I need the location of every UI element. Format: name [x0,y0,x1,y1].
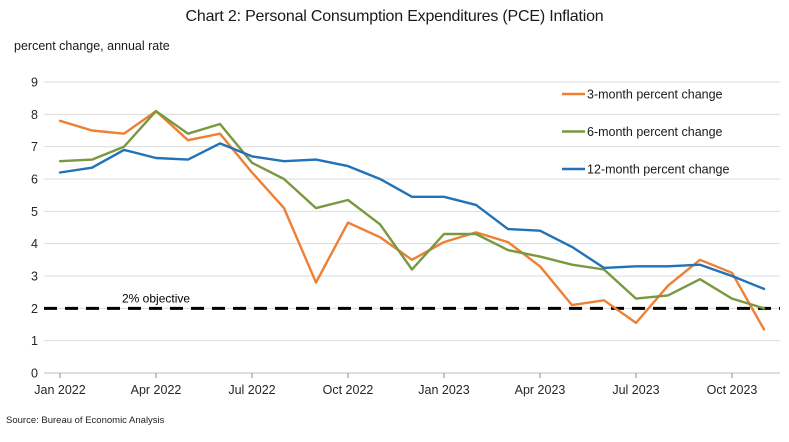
y-tick-label: 6 [31,173,38,187]
series-lines [58,109,766,331]
x-axis-ticks [59,373,733,378]
legend: 3-month percent change 6-month percent ch… [562,88,730,177]
series-line-12-month [58,142,766,291]
legend-item: 6-month percent change [562,125,723,139]
axis-units-label: percent change, annual rate [14,39,170,53]
chart-title: Chart 2: Personal Consumption Expenditur… [185,8,604,25]
x-axis-labels: Jan 2022 Apr 2022 Jul 2022 Oct 2022 Jan 2023… [34,383,757,397]
y-tick-label: 8 [31,108,38,122]
legend-item: 3-month percent change [562,88,723,102]
series-line-3-month [58,109,766,331]
gridlines [44,81,780,374]
legend-label: 6-month percent change [587,125,723,139]
x-tick-label: Apr 2022 [131,383,182,397]
x-tick-label: Jul 2022 [228,383,275,397]
series-line-6-month [58,109,766,310]
objective-reference: 2% objective [44,291,780,310]
x-tick-label: Jul 2023 [612,383,659,397]
x-tick-label: Jan 2022 [34,383,85,397]
y-axis-labels: 0 1 2 3 4 5 6 7 8 9 [31,76,38,381]
y-tick-label: 3 [31,270,38,284]
x-tick-label: Jan 2023 [418,383,469,397]
x-tick-label: Oct 2022 [323,383,374,397]
source-note: Source: Bureau of Economic Analysis [6,415,165,426]
legend-label: 3-month percent change [587,88,723,102]
y-tick-label: 0 [31,367,38,381]
legend-item: 12-month percent change [562,163,730,177]
objective-line-label: 2% objective [122,291,190,305]
y-tick-label: 7 [31,140,38,154]
x-tick-label: Oct 2023 [707,383,758,397]
y-tick-label: 9 [31,76,38,90]
y-tick-label: 1 [31,334,38,348]
y-tick-label: 5 [31,205,38,219]
legend-label: 12-month percent change [587,163,730,177]
x-tick-label: Apr 2023 [515,383,566,397]
y-tick-label: 4 [31,237,38,251]
y-tick-label: 2 [31,302,38,316]
